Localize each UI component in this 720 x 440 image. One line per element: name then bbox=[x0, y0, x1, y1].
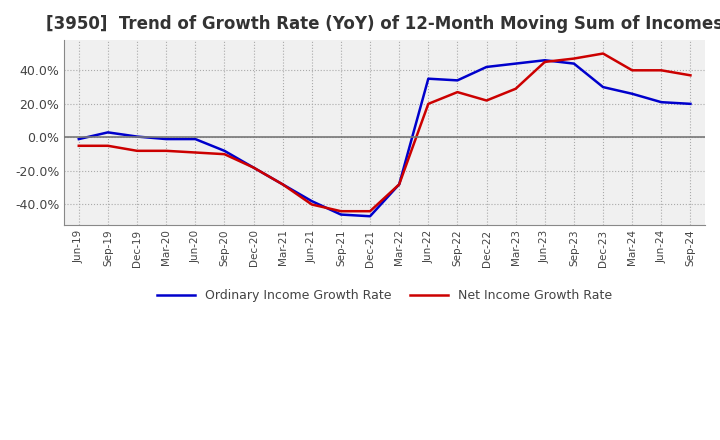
Ordinary Income Growth Rate bbox=[249, 165, 258, 170]
Ordinary Income Growth Rate bbox=[191, 136, 199, 142]
Net Income Growth Rate bbox=[132, 148, 141, 154]
Ordinary Income Growth Rate bbox=[104, 130, 112, 135]
Ordinary Income Growth Rate bbox=[599, 84, 608, 90]
Net Income Growth Rate bbox=[453, 89, 462, 95]
Ordinary Income Growth Rate bbox=[511, 61, 520, 66]
Ordinary Income Growth Rate bbox=[628, 91, 636, 96]
Ordinary Income Growth Rate bbox=[74, 136, 83, 142]
Legend: Ordinary Income Growth Rate, Net Income Growth Rate: Ordinary Income Growth Rate, Net Income … bbox=[153, 284, 617, 307]
Ordinary Income Growth Rate bbox=[570, 61, 578, 66]
Ordinary Income Growth Rate bbox=[657, 99, 665, 105]
Net Income Growth Rate bbox=[511, 86, 520, 92]
Ordinary Income Growth Rate bbox=[395, 182, 403, 187]
Ordinary Income Growth Rate bbox=[220, 148, 229, 154]
Ordinary Income Growth Rate bbox=[337, 212, 346, 217]
Net Income Growth Rate bbox=[337, 209, 346, 214]
Ordinary Income Growth Rate bbox=[482, 64, 491, 70]
Net Income Growth Rate bbox=[220, 151, 229, 157]
Line: Ordinary Income Growth Rate: Ordinary Income Growth Rate bbox=[78, 60, 690, 216]
Net Income Growth Rate bbox=[424, 101, 433, 106]
Net Income Growth Rate bbox=[395, 182, 403, 187]
Net Income Growth Rate bbox=[279, 182, 287, 187]
Net Income Growth Rate bbox=[482, 98, 491, 103]
Ordinary Income Growth Rate bbox=[366, 213, 374, 219]
Ordinary Income Growth Rate bbox=[453, 78, 462, 83]
Net Income Growth Rate bbox=[307, 202, 316, 207]
Ordinary Income Growth Rate bbox=[279, 182, 287, 187]
Net Income Growth Rate bbox=[366, 209, 374, 214]
Net Income Growth Rate bbox=[249, 165, 258, 170]
Ordinary Income Growth Rate bbox=[686, 101, 695, 106]
Ordinary Income Growth Rate bbox=[424, 76, 433, 81]
Net Income Growth Rate bbox=[541, 59, 549, 65]
Line: Net Income Growth Rate: Net Income Growth Rate bbox=[78, 54, 690, 211]
Net Income Growth Rate bbox=[628, 68, 636, 73]
Net Income Growth Rate bbox=[74, 143, 83, 148]
Ordinary Income Growth Rate bbox=[162, 136, 171, 142]
Net Income Growth Rate bbox=[686, 73, 695, 78]
Ordinary Income Growth Rate bbox=[307, 198, 316, 204]
Net Income Growth Rate bbox=[162, 148, 171, 154]
Net Income Growth Rate bbox=[104, 143, 112, 148]
Title: [3950]  Trend of Growth Rate (YoY) of 12-Month Moving Sum of Incomes: [3950] Trend of Growth Rate (YoY) of 12-… bbox=[46, 15, 720, 33]
Net Income Growth Rate bbox=[191, 150, 199, 155]
Net Income Growth Rate bbox=[570, 56, 578, 61]
Ordinary Income Growth Rate bbox=[132, 134, 141, 139]
Ordinary Income Growth Rate bbox=[541, 58, 549, 63]
Net Income Growth Rate bbox=[657, 68, 665, 73]
Net Income Growth Rate bbox=[599, 51, 608, 56]
